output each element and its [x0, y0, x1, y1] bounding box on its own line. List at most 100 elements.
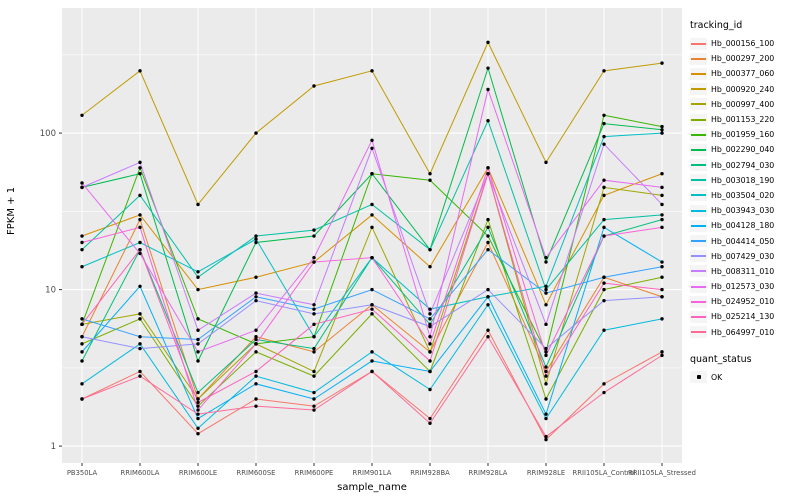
- data-point: [254, 369, 258, 374]
- data-point: [544, 160, 548, 165]
- data-point: [80, 181, 84, 185]
- legend-item-list: Hb_000156_100 Hb_000297_200 Hb_000377_060 H…: [690, 36, 800, 340]
- legend-line-swatch: [691, 133, 706, 136]
- data-point: [312, 228, 316, 232]
- data-point: [138, 312, 142, 316]
- legend-label: Hb_025214_130: [711, 312, 775, 322]
- x-axis-title: sample_name: [337, 482, 407, 493]
- data-point: [660, 295, 664, 299]
- legend-key-icon: [690, 265, 707, 278]
- data-point: [544, 284, 548, 288]
- data-point: [80, 113, 84, 117]
- x-tick-label: RRIM901LA: [353, 469, 392, 477]
- data-point: [196, 328, 200, 332]
- data-point: [80, 322, 84, 327]
- data-point: [138, 217, 142, 222]
- data-point: [312, 404, 316, 408]
- data-point: [544, 255, 548, 260]
- data-point: [138, 247, 142, 252]
- data-point: [660, 131, 664, 135]
- data-point: [138, 374, 142, 378]
- legend-label: Hb_012573_030: [711, 282, 775, 292]
- data-point: [312, 390, 316, 395]
- legend-line-swatch: [691, 118, 706, 121]
- x-tick-label: RRIM600LA: [121, 469, 160, 477]
- legend-key-icon: [690, 159, 707, 172]
- legend-item: Hb_002290_040: [690, 142, 800, 157]
- legend-line-swatch: [691, 270, 706, 273]
- quant-legend-item: OK: [690, 370, 800, 385]
- data-point: [660, 202, 664, 207]
- data-point: [602, 121, 606, 126]
- legend-line-swatch: [691, 300, 706, 303]
- x-tick-label: RRIM600PE: [295, 469, 334, 477]
- legend-key-icon: [690, 98, 707, 111]
- data-point: [486, 172, 490, 176]
- legend-line-swatch: [691, 164, 706, 167]
- data-point: [544, 353, 548, 358]
- legend-key-icon: [690, 204, 707, 217]
- legend-key-icon: [690, 295, 707, 308]
- data-point: [370, 138, 374, 142]
- legend-label: Hb_024952_010: [711, 297, 775, 307]
- x-tick-label: RRIM600LE: [179, 469, 217, 477]
- data-point: [312, 84, 316, 88]
- data-point: [602, 234, 606, 238]
- legend-label: Hb_000377_060: [711, 69, 775, 79]
- data-point: [138, 213, 142, 217]
- legend-item: Hb_001153_220: [690, 112, 800, 127]
- data-point: [486, 303, 490, 307]
- y-tick-label: 10: [45, 286, 56, 296]
- data-point: [602, 382, 606, 386]
- legend-title-quant-status: quant_status: [690, 353, 752, 365]
- data-point: [80, 317, 84, 321]
- data-point: [80, 335, 84, 339]
- data-point: [602, 113, 606, 117]
- data-point: [428, 324, 432, 329]
- legend-item: Hb_008311_010: [690, 264, 800, 279]
- data-point: [544, 412, 548, 416]
- legend-line-swatch: [691, 57, 706, 60]
- legend-item: Hb_004414_050: [690, 233, 800, 248]
- legend-label: Hb_000156_100: [711, 39, 775, 49]
- legend-item: Hb_064997_010: [690, 325, 800, 340]
- legend-item: Hb_000156_100: [690, 36, 800, 51]
- data-point: [196, 390, 200, 395]
- x-tick-label: RRII105LA_Control: [573, 469, 636, 477]
- data-point: [196, 400, 200, 405]
- data-point: [428, 416, 432, 421]
- data-point: [196, 432, 200, 436]
- data-point: [428, 178, 432, 182]
- legend-line-swatch: [691, 285, 706, 288]
- data-point: [370, 146, 374, 150]
- legend-line-swatch: [691, 179, 706, 182]
- legend-label: Hb_000920_240: [711, 84, 775, 94]
- data-point: [428, 421, 432, 425]
- data-point: [602, 178, 606, 182]
- data-point: [370, 307, 374, 311]
- data-point: [254, 382, 258, 386]
- data-point: [254, 295, 258, 299]
- legend-key-icon: [690, 113, 707, 126]
- legend-key-icon: [690, 326, 707, 339]
- data-point: [138, 160, 142, 165]
- data-point: [660, 350, 664, 354]
- data-point: [486, 328, 490, 332]
- data-point: [138, 317, 142, 321]
- data-point: [428, 369, 432, 374]
- data-point: [660, 353, 664, 358]
- data-point: [428, 265, 432, 269]
- data-point: [254, 298, 258, 303]
- legend-title-tracking-id: tracking_id: [690, 20, 743, 31]
- data-point: [254, 275, 258, 279]
- data-point: [312, 312, 316, 316]
- data-point: [602, 281, 606, 285]
- data-point: [312, 369, 316, 374]
- data-point: [660, 61, 664, 65]
- legend-line-swatch: [691, 315, 706, 318]
- data-point: [370, 225, 374, 230]
- data-point: [370, 255, 374, 260]
- y-tick-label: 1: [51, 442, 56, 452]
- legend-label: Hb_002794_030: [711, 160, 775, 170]
- data-point: [312, 255, 316, 260]
